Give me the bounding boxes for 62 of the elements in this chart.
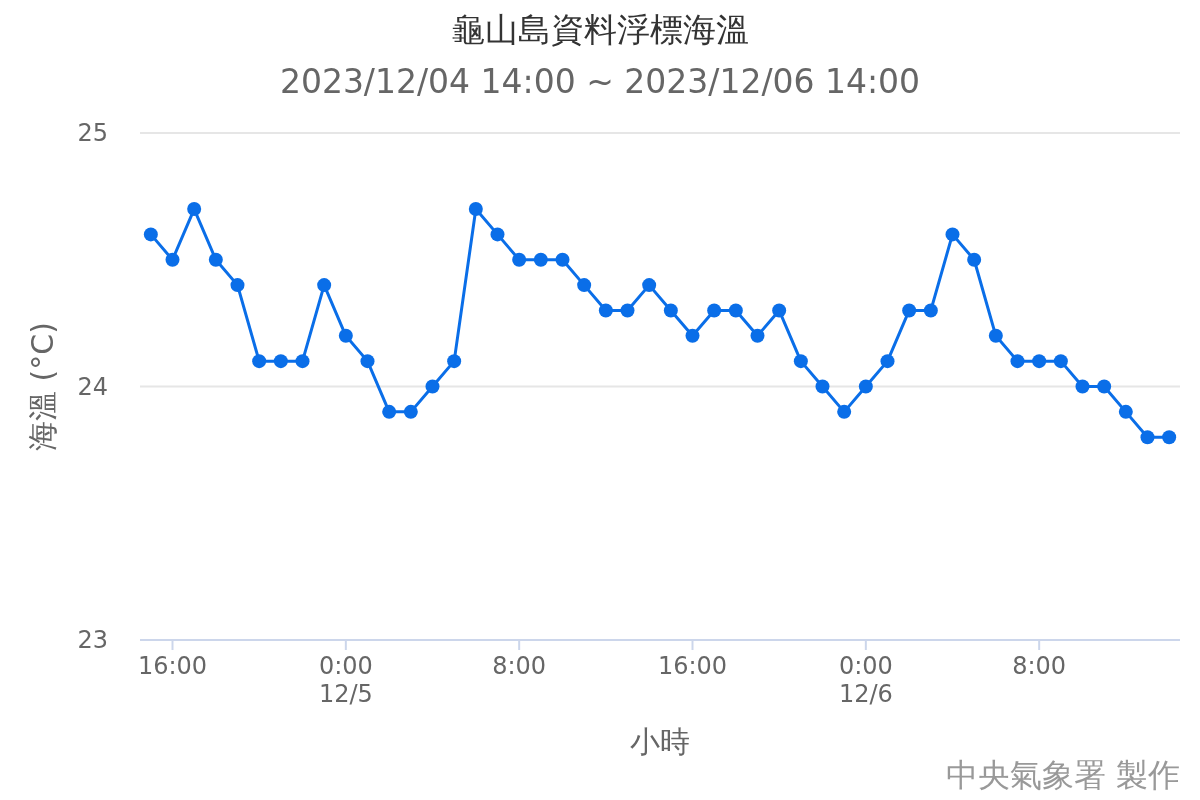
point: [577, 278, 592, 293]
point: [902, 303, 917, 318]
y-tick-label: 23: [77, 626, 108, 654]
point: [772, 303, 787, 318]
point: [1118, 404, 1133, 419]
text: 中央氣象署 製作: [945, 756, 1180, 794]
point: [447, 354, 462, 369]
point: [815, 379, 830, 394]
point: [295, 354, 310, 369]
chart-title: 龜山島資料浮標海溫: [450, 10, 750, 50]
point: [317, 278, 332, 293]
point: [533, 252, 548, 267]
point: [663, 303, 678, 318]
y-tick-label: 25: [77, 119, 108, 147]
point: [187, 202, 202, 217]
x-tick-label: 16:00: [137, 652, 208, 681]
point: [1097, 379, 1112, 394]
point: [1140, 430, 1155, 445]
point: [858, 379, 873, 394]
x-axis-title: 小時: [630, 724, 690, 759]
x-tick-label: 8:00: [492, 652, 547, 681]
y-axis-title: 海溫 (°C): [24, 322, 60, 451]
point: [1010, 354, 1025, 369]
point: [620, 303, 635, 318]
point: [382, 404, 397, 419]
x-tick-label: 16:00: [657, 652, 728, 681]
point: [967, 252, 982, 267]
point: [230, 278, 245, 293]
point: [642, 278, 657, 293]
point: [490, 227, 505, 242]
point: [252, 354, 267, 369]
y-tick-label: 24: [77, 372, 108, 401]
point: [988, 328, 1003, 343]
point: [512, 252, 527, 267]
point: [425, 379, 440, 394]
point: [555, 252, 570, 267]
point: [793, 354, 808, 369]
point: [598, 303, 613, 318]
point: [360, 354, 375, 369]
point: [403, 404, 418, 419]
point: [750, 328, 765, 343]
point: [338, 328, 353, 343]
x-tick-label: 0:00 12/6: [838, 652, 893, 708]
point: [945, 227, 960, 242]
point: [728, 303, 743, 318]
point: [273, 354, 288, 369]
point: [1162, 430, 1177, 445]
point: [468, 202, 483, 217]
point: [1075, 379, 1090, 394]
point: [208, 252, 223, 267]
x-tick-label: 0:00 12/5: [318, 652, 373, 708]
point: [880, 354, 895, 369]
point: [923, 303, 938, 318]
point: [685, 328, 700, 343]
x-tick-label: 8:00: [1012, 652, 1067, 681]
point: [1032, 354, 1047, 369]
point: [707, 303, 722, 318]
point: [837, 404, 852, 419]
point: [1053, 354, 1068, 369]
point: [143, 227, 158, 242]
point: [165, 252, 180, 267]
chart-subtitle: 2023/12/04 14:00 ~ 2023/12/06 14:00: [278, 62, 922, 102]
